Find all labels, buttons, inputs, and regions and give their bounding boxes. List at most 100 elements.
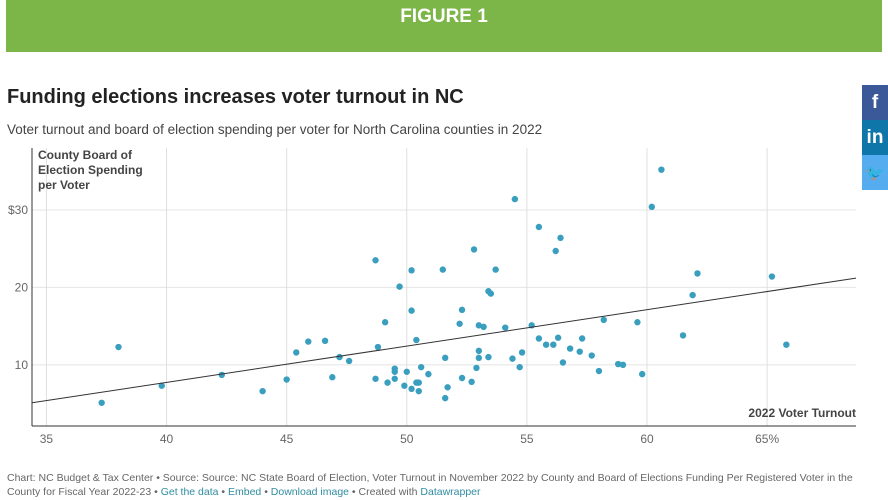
data-point xyxy=(619,361,627,369)
data-point xyxy=(600,316,607,324)
data-point xyxy=(492,266,499,273)
data-point xyxy=(552,247,559,255)
facebook-icon: f xyxy=(871,91,879,113)
data-point xyxy=(475,354,483,362)
data-point xyxy=(381,319,389,326)
data-point xyxy=(658,166,665,173)
data-point xyxy=(321,337,329,345)
facebook-share-button[interactable]: f xyxy=(862,85,888,120)
data-point xyxy=(391,375,398,382)
y-axis-title: per Voter xyxy=(38,178,90,192)
get-data-link[interactable]: Get the data xyxy=(160,486,219,498)
data-point xyxy=(408,307,415,314)
datawrapper-link[interactable]: Datawrapper xyxy=(420,486,481,498)
data-point xyxy=(518,349,526,356)
chart-footer: Chart: NC Budget & Tax Center • Source: … xyxy=(7,471,877,499)
trend-line xyxy=(31,277,857,404)
data-point xyxy=(218,371,225,379)
y-axis-title: Election Spending xyxy=(38,163,143,177)
data-point xyxy=(439,266,446,273)
data-point xyxy=(511,195,519,203)
data-point xyxy=(470,246,478,253)
data-point xyxy=(475,322,483,329)
data-point xyxy=(559,359,567,366)
data-point xyxy=(588,352,595,359)
data-point xyxy=(425,370,432,378)
data-point xyxy=(283,376,290,383)
twitter-share-button[interactable]: 🐦 xyxy=(862,155,888,190)
data-point xyxy=(487,290,495,297)
data-point xyxy=(403,368,410,375)
x-tick-label: 40 xyxy=(160,432,174,446)
data-point xyxy=(502,324,509,331)
data-point xyxy=(542,341,550,348)
data-point xyxy=(473,364,480,372)
data-point xyxy=(345,357,353,365)
data-point xyxy=(115,343,122,351)
scatter-chart: 10 20 $30 35 40 45 50 55 60 65% County Board ofEle… xyxy=(8,148,857,446)
y-tick-label: 10 xyxy=(15,358,29,372)
chart-title: Funding elections increases voter turnou… xyxy=(7,86,464,108)
data-point xyxy=(408,385,415,393)
data-point xyxy=(694,270,701,277)
separator: • xyxy=(218,486,228,498)
data-point xyxy=(401,382,408,389)
x-tick-label: 65% xyxy=(755,432,779,446)
data-point xyxy=(456,320,463,327)
data-point xyxy=(595,367,603,375)
y-axis-title: County Board of xyxy=(38,148,133,162)
x-tick-label: 55 xyxy=(520,432,534,446)
data-point xyxy=(259,387,266,395)
figure-banner: FIGURE 1 xyxy=(6,0,882,52)
linkedin-icon: in xyxy=(866,126,884,148)
data-point xyxy=(391,368,398,375)
data-point xyxy=(408,267,415,274)
download-image-link[interactable]: Download image xyxy=(270,486,350,498)
chart-subtitle: Voter turnout and board of election spen… xyxy=(7,122,543,137)
data-point xyxy=(557,234,564,242)
x-tick-label: 35 xyxy=(40,432,54,446)
data-point xyxy=(638,370,646,378)
x-axis-title: 2022 Voter Turnout xyxy=(748,406,856,420)
data-point xyxy=(415,379,422,386)
x-tick-label: 50 xyxy=(400,432,414,446)
data-point xyxy=(566,345,574,352)
data-point xyxy=(413,336,420,344)
y-tick-label: $30 xyxy=(8,203,28,217)
data-point xyxy=(415,387,422,395)
data-point xyxy=(480,323,487,331)
linkedin-share-button[interactable]: in xyxy=(862,120,888,155)
data-point xyxy=(372,375,379,382)
data-point xyxy=(679,332,687,339)
data-point xyxy=(648,203,656,211)
data-point xyxy=(98,399,105,406)
data-point xyxy=(458,306,466,314)
data-point xyxy=(550,341,557,348)
data-point xyxy=(578,335,586,342)
data-point xyxy=(783,341,790,348)
embed-link[interactable]: Embed xyxy=(228,486,262,498)
data-point xyxy=(417,363,425,371)
data-point xyxy=(336,353,343,361)
data-point xyxy=(535,335,543,342)
data-point xyxy=(554,334,562,341)
data-point xyxy=(468,378,475,386)
data-point xyxy=(293,349,300,356)
data-point xyxy=(689,291,696,299)
data-point xyxy=(458,374,466,382)
x-tick-label: 60 xyxy=(640,432,654,446)
source-text: Chart: NC Budget & Tax Center • Source: … xyxy=(7,472,853,498)
data-point xyxy=(158,382,165,389)
data-point xyxy=(372,257,379,264)
data-point xyxy=(442,354,449,362)
data-point xyxy=(535,223,543,231)
data-point xyxy=(516,363,523,371)
data-point xyxy=(374,343,382,351)
data-point xyxy=(576,348,583,355)
data-point xyxy=(614,360,622,368)
separator: • xyxy=(261,486,271,498)
data-point xyxy=(768,273,776,280)
data-point xyxy=(305,338,312,345)
data-point xyxy=(485,353,492,361)
data-point xyxy=(475,347,483,355)
